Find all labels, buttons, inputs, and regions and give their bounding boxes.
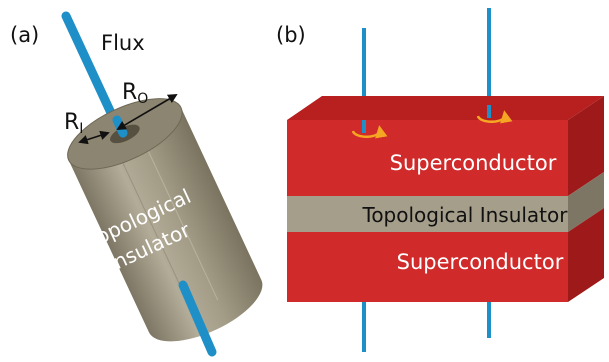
topological-insulator-layer (287, 196, 568, 232)
block-top-face (287, 96, 604, 120)
flux-tube-bottom (178, 280, 217, 357)
superconductor-top-layer (287, 120, 568, 196)
vortex-arrow-left (351, 125, 388, 139)
insulator-cylinder (67, 98, 263, 342)
superconductor-bottom-layer (287, 232, 568, 302)
inner-radius-arrow (78, 130, 110, 145)
panel-b: (b) Superconductor Topological Insulator… (276, 8, 604, 352)
hole-edge-right (137, 127, 219, 301)
flux-label: Flux (101, 31, 145, 55)
panel-a: (a) Flux RO RI Topological Insulator (10, 11, 263, 357)
outer-radius-sub: O (137, 91, 148, 107)
vortex-arrow-right (476, 110, 513, 124)
flux-tube-top (61, 11, 123, 133)
outer-radius-label: RO (122, 80, 148, 107)
inner-radius-label: RI (64, 110, 83, 137)
top-layer-label: Superconductor (390, 151, 557, 175)
middle-layer-label: Topological Insulator (362, 203, 569, 227)
panel-a-tag: (a) (10, 23, 39, 47)
bottom-layer-label: Superconductor (397, 250, 564, 274)
sc-top-side (568, 96, 604, 196)
inner-radius-main: R (64, 110, 79, 135)
outer-radius-arrow (116, 94, 178, 130)
ti-side (568, 172, 604, 232)
outer-radius-main: R (122, 80, 137, 105)
cylinder-body (68, 107, 263, 342)
panel-b-tag: (b) (276, 23, 306, 47)
sc-bottom-side (568, 208, 604, 302)
inner-radius-sub: I (79, 121, 83, 137)
